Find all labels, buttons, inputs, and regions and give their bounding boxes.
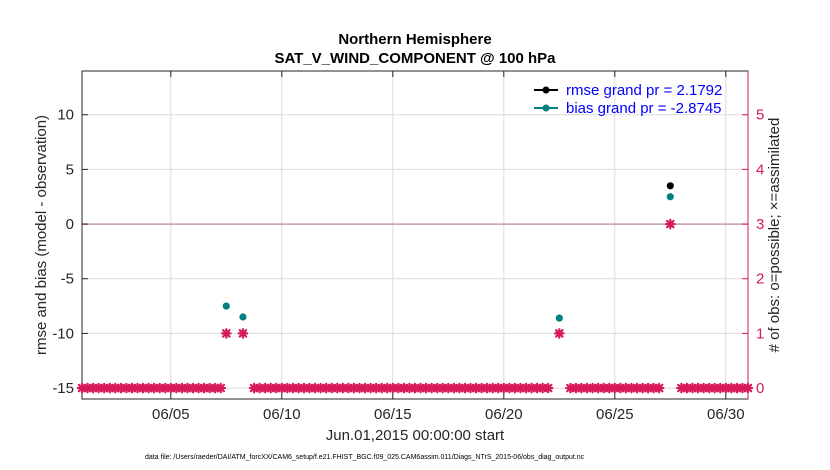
y-tick-label: 10 (57, 107, 74, 124)
y-axis-left-ticks: -15 -10 -5 0 5 10 (52, 107, 88, 397)
x-tick-label: 06/15 (374, 406, 412, 423)
obs-count-point (553, 328, 565, 339)
obs-count-point (542, 382, 554, 394)
chart-title: Northern Hemisphere (338, 31, 491, 48)
y-right-tick-label: 4 (756, 161, 764, 178)
data-file-footnote: data file: /Users/raeder/DAI/ATM_forcXX/… (145, 454, 585, 461)
x-tick-label: 06/10 (263, 406, 301, 423)
legend-rmse-label: rmse grand pr = 2.1792 (566, 82, 722, 99)
rmse-series (666, 182, 674, 190)
y-right-tick-label: 2 (756, 271, 764, 288)
obs-count-series (76, 218, 754, 394)
legend-bias-marker (542, 104, 550, 112)
legend-rmse-marker (542, 86, 550, 94)
x-axis-ticks: 06/05 06/10 06/15 06/20 06/25 06/30 (152, 71, 745, 423)
y-axis-right-label: # of obs: o=possible; ×=assimilated (766, 118, 783, 353)
bias-point (555, 314, 563, 322)
y-right-tick-label: 0 (756, 380, 764, 397)
legend-bias-label: bias grand pr = -2.8745 (566, 100, 722, 117)
chart-subtitle: SAT_V_WIND_COMPONENT @ 100 hPa (274, 50, 556, 67)
obs-count-point (237, 328, 249, 339)
y-right-tick-label: 5 (756, 107, 764, 124)
plot-frame (81, 70, 749, 400)
y-tick-label: -15 (52, 380, 74, 397)
x-tick-label: 06/30 (707, 406, 745, 423)
bias-point (222, 302, 230, 310)
x-tick-label: 06/25 (596, 406, 634, 423)
x-tick-label: 06/05 (152, 406, 190, 423)
bias-point (666, 193, 674, 201)
y-axis-left-label: rmse and bias (model - observation) (33, 115, 50, 355)
y-tick-label: 0 (66, 216, 74, 233)
y-tick-label: 5 (66, 161, 74, 178)
obs-count-point (221, 328, 232, 339)
legend: rmse grand pr = 2.1792 bias grand pr = -… (534, 82, 722, 117)
x-axis-label: Jun.01,2015 00:00:00 start (326, 427, 505, 444)
obs-count-point (664, 218, 676, 230)
gridlines (82, 71, 748, 399)
bias-point (239, 313, 247, 321)
obs-count-point (504, 382, 515, 394)
obs-count-point (215, 382, 227, 394)
y-right-tick-label: 1 (756, 325, 764, 342)
rmse-point (666, 182, 674, 190)
y-tick-label: -5 (61, 271, 74, 288)
bias-series (222, 193, 674, 322)
y-axis-right-ticks: 0 1 2 3 4 5 (742, 71, 764, 399)
y-right-tick-label: 3 (756, 216, 764, 233)
y-tick-label: -10 (52, 325, 74, 342)
obs-count-point (653, 382, 665, 394)
obs-count-point (742, 382, 754, 394)
x-tick-label: 06/20 (485, 406, 523, 423)
